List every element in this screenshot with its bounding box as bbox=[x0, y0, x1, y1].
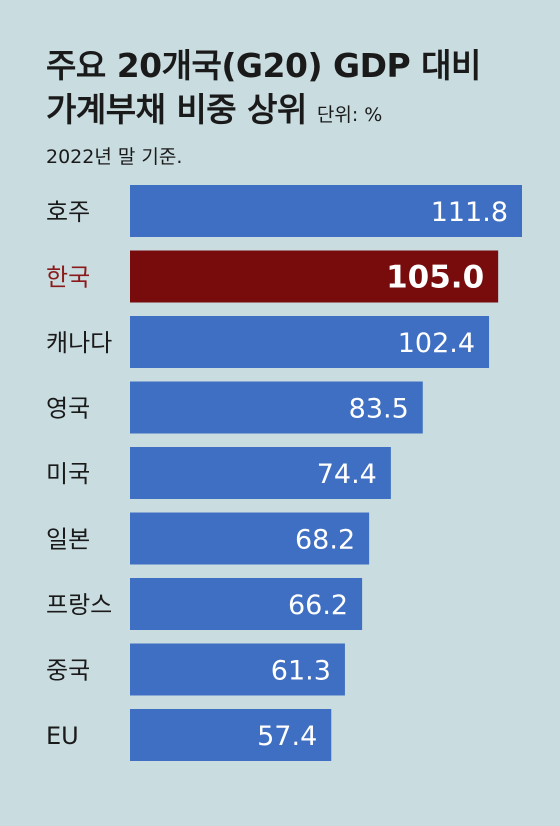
title-line-2: 가계부채 비중 상위 단위: % bbox=[46, 88, 481, 137]
value-label-0: 111.8 bbox=[431, 197, 508, 228]
value-label-6: 66.2 bbox=[288, 590, 348, 621]
title-line-1: 주요 20개국(G20) GDP 대비 bbox=[46, 46, 481, 85]
bar-2 bbox=[130, 316, 490, 368]
bar-6 bbox=[130, 578, 363, 630]
bar-8 bbox=[130, 709, 332, 761]
chart-title: 주요 20개국(G20) GDP 대비 가계부채 비중 상위 단위: % bbox=[46, 44, 481, 137]
category-label-0: 호주 bbox=[46, 198, 90, 226]
value-label-4: 74.4 bbox=[317, 459, 377, 490]
bar-7 bbox=[130, 643, 345, 696]
bar-4 bbox=[130, 447, 391, 499]
value-label-5: 68.2 bbox=[295, 525, 355, 556]
category-label-8: EU bbox=[46, 722, 79, 750]
category-label-3: 영국 bbox=[46, 395, 90, 423]
value-label-3: 83.5 bbox=[349, 394, 409, 425]
chart-subtitle: 2022년 말 기준. bbox=[46, 146, 183, 168]
bar-1 bbox=[130, 250, 499, 303]
category-label-6: 프랑스 bbox=[46, 591, 112, 619]
category-label-2: 캐나다 bbox=[46, 329, 112, 357]
bar-5 bbox=[130, 512, 370, 565]
category-label-7: 중국 bbox=[46, 657, 90, 685]
value-label-7: 61.3 bbox=[271, 656, 331, 687]
value-label-8: 57.4 bbox=[257, 721, 317, 752]
value-label-1: 105.0 bbox=[386, 260, 484, 296]
value-label-2: 102.4 bbox=[398, 328, 475, 359]
unit-label: 단위: % bbox=[316, 104, 383, 126]
category-label-1: 한국 bbox=[46, 264, 90, 292]
category-label-5: 일본 bbox=[46, 526, 90, 554]
bar-0 bbox=[130, 185, 522, 237]
title-line-2-text: 가계부채 비중 상위 bbox=[46, 90, 307, 129]
category-label-4: 미국 bbox=[46, 460, 90, 488]
bar-3 bbox=[130, 381, 423, 434]
